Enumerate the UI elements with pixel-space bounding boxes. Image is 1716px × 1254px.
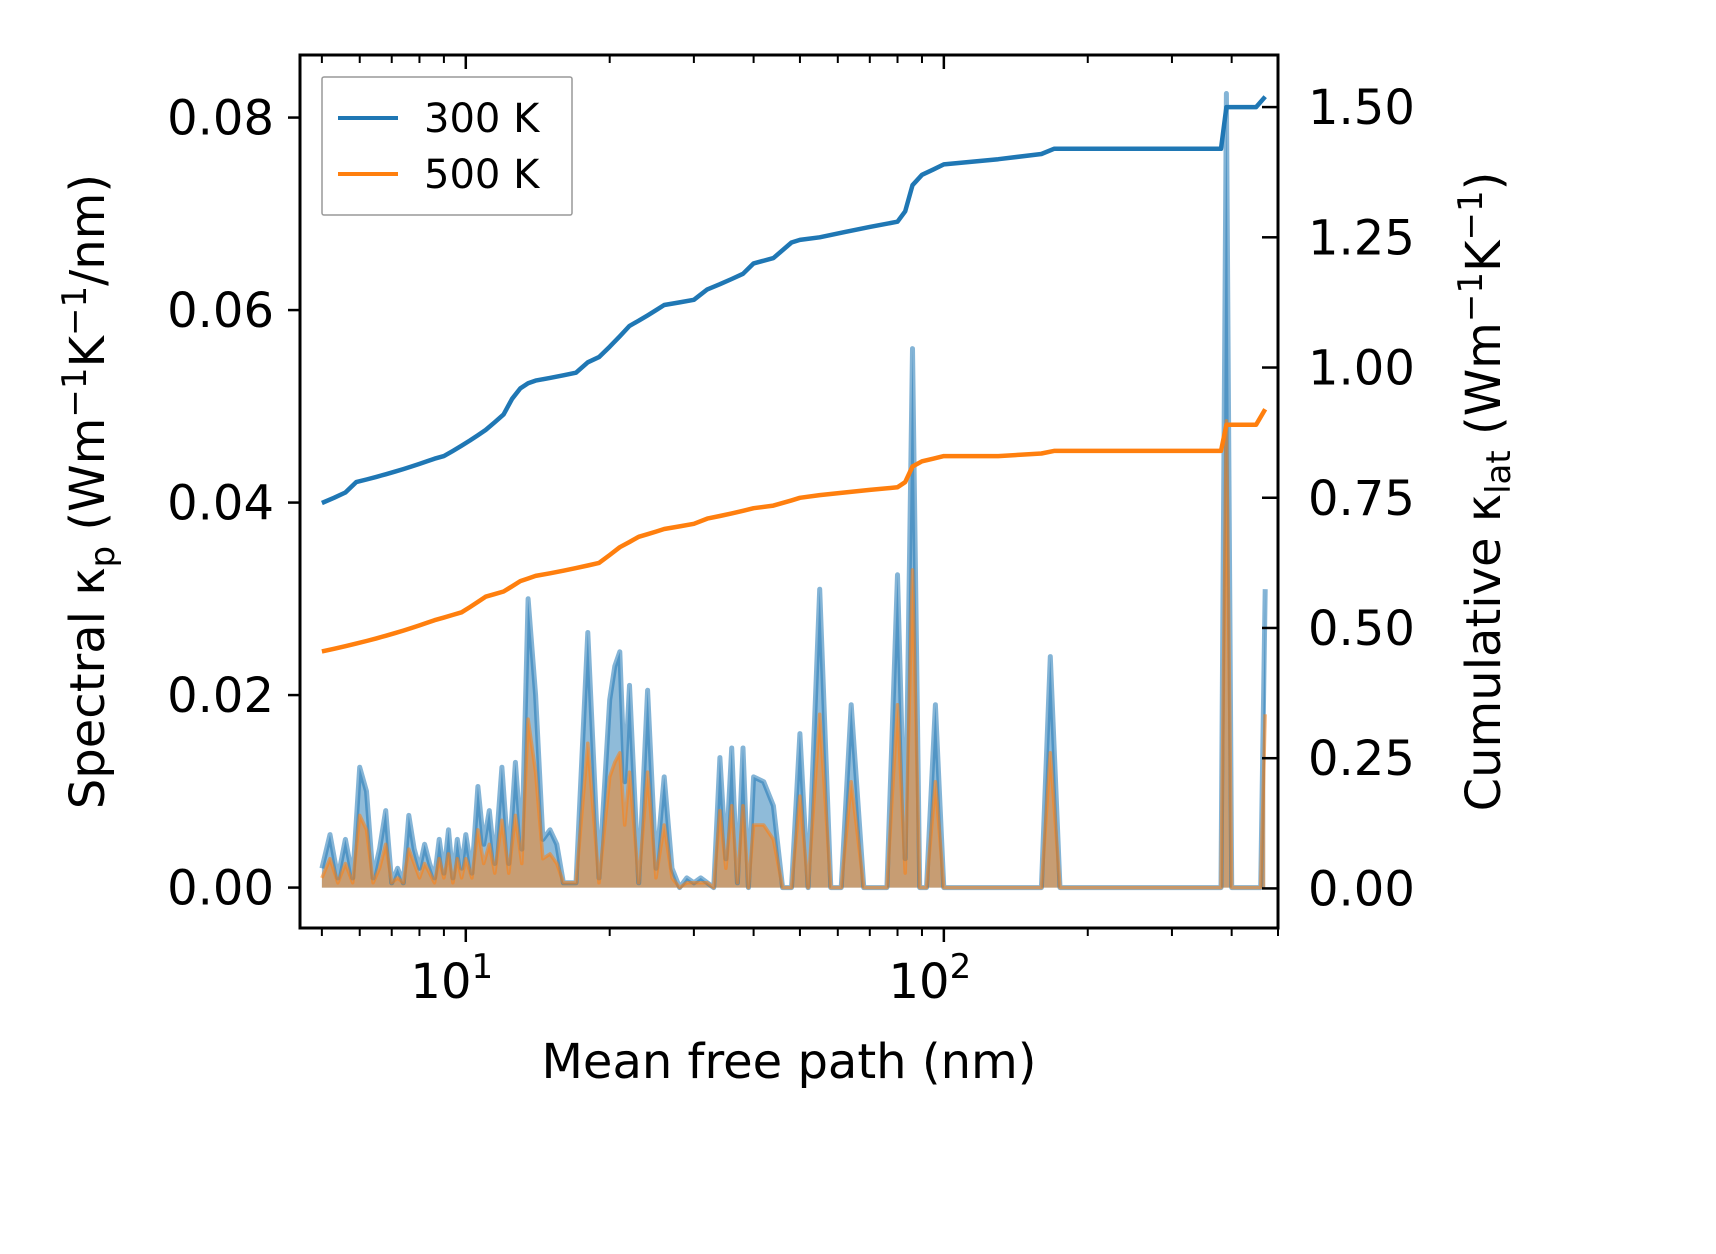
- y-axis-left-title: Spectral κp (Wm−1K−1/nm): [55, 174, 123, 809]
- y-left-title-main: Spectral κ: [60, 567, 116, 809]
- y-right-title-sub: lat: [1479, 450, 1519, 494]
- y-left-title-sup2: −1: [55, 286, 95, 336]
- y-left-title-unit-post: /nm): [60, 174, 116, 286]
- x-tick-label: 101: [410, 947, 493, 1010]
- y-right-title-main: Cumulative κ: [1456, 494, 1512, 812]
- plot-frame: [298, 53, 1280, 930]
- x-tick-label-exponent: 1: [472, 947, 494, 987]
- y-left-title-sup1: −1: [55, 368, 95, 418]
- y-right-title-sup1: −1: [1451, 272, 1491, 322]
- y-right-title-sup2: −1: [1451, 190, 1491, 240]
- y-left-tick-label: 0.02: [167, 668, 274, 724]
- y-right-tick-label: 0.50: [1308, 601, 1415, 657]
- y-left-tick-label: 0.04: [167, 476, 274, 532]
- y-right-title-mid: K: [1456, 239, 1512, 272]
- y-left-tick-label: 0.00: [167, 861, 274, 917]
- legend: 300 K 500 K: [321, 76, 573, 216]
- y-right-tick-label: 1.00: [1308, 341, 1415, 397]
- x-tick-label: 102: [888, 947, 971, 1010]
- cumulative-line-300k: [321, 95, 1267, 506]
- x-tick-label-base: 10: [410, 954, 471, 1010]
- y-axis-right-title: Cumulative κlat (Wm−1K−1): [1451, 172, 1519, 812]
- y-right-tick-label: 0.25: [1308, 731, 1415, 787]
- x-tick-label-base: 10: [888, 954, 949, 1010]
- series-line-layer: [319, 91, 1268, 891]
- cumulative-line-500k: [321, 408, 1268, 654]
- spectral-line-500k: [320, 419, 1267, 890]
- legend-label-300k: 300 K: [424, 96, 541, 142]
- x-tick-label-exponent: 2: [950, 947, 972, 987]
- x-axis-title: Mean free path (nm): [542, 1034, 1037, 1090]
- y-left-title-sub: p: [83, 546, 123, 568]
- y-right-title-unit-pre: (Wm: [1456, 322, 1512, 450]
- y-left-tick-label: 0.08: [167, 91, 274, 147]
- tick-layer: [288, 55, 1279, 942]
- y-right-tick-label: 0.00: [1308, 861, 1415, 917]
- y-right-tick-label: 1.25: [1308, 210, 1415, 266]
- y-right-title-unit-post: ): [1456, 172, 1512, 191]
- y-left-tick-label: 0.06: [167, 283, 274, 339]
- y-left-title-unit-pre: (Wm: [60, 418, 116, 546]
- tick-label-layer: 0.00 0.02 0.04 0.06 0.08 0.00 0.25 0.50 0.75 1.00…: [167, 80, 1415, 1010]
- y-right-tick-label: 0.75: [1308, 471, 1415, 527]
- y-right-tick-label: 1.50: [1308, 80, 1415, 136]
- legend-label-500k: 500 K: [424, 152, 541, 198]
- y-left-title-mid: K: [60, 335, 116, 368]
- legend-box: [321, 76, 573, 216]
